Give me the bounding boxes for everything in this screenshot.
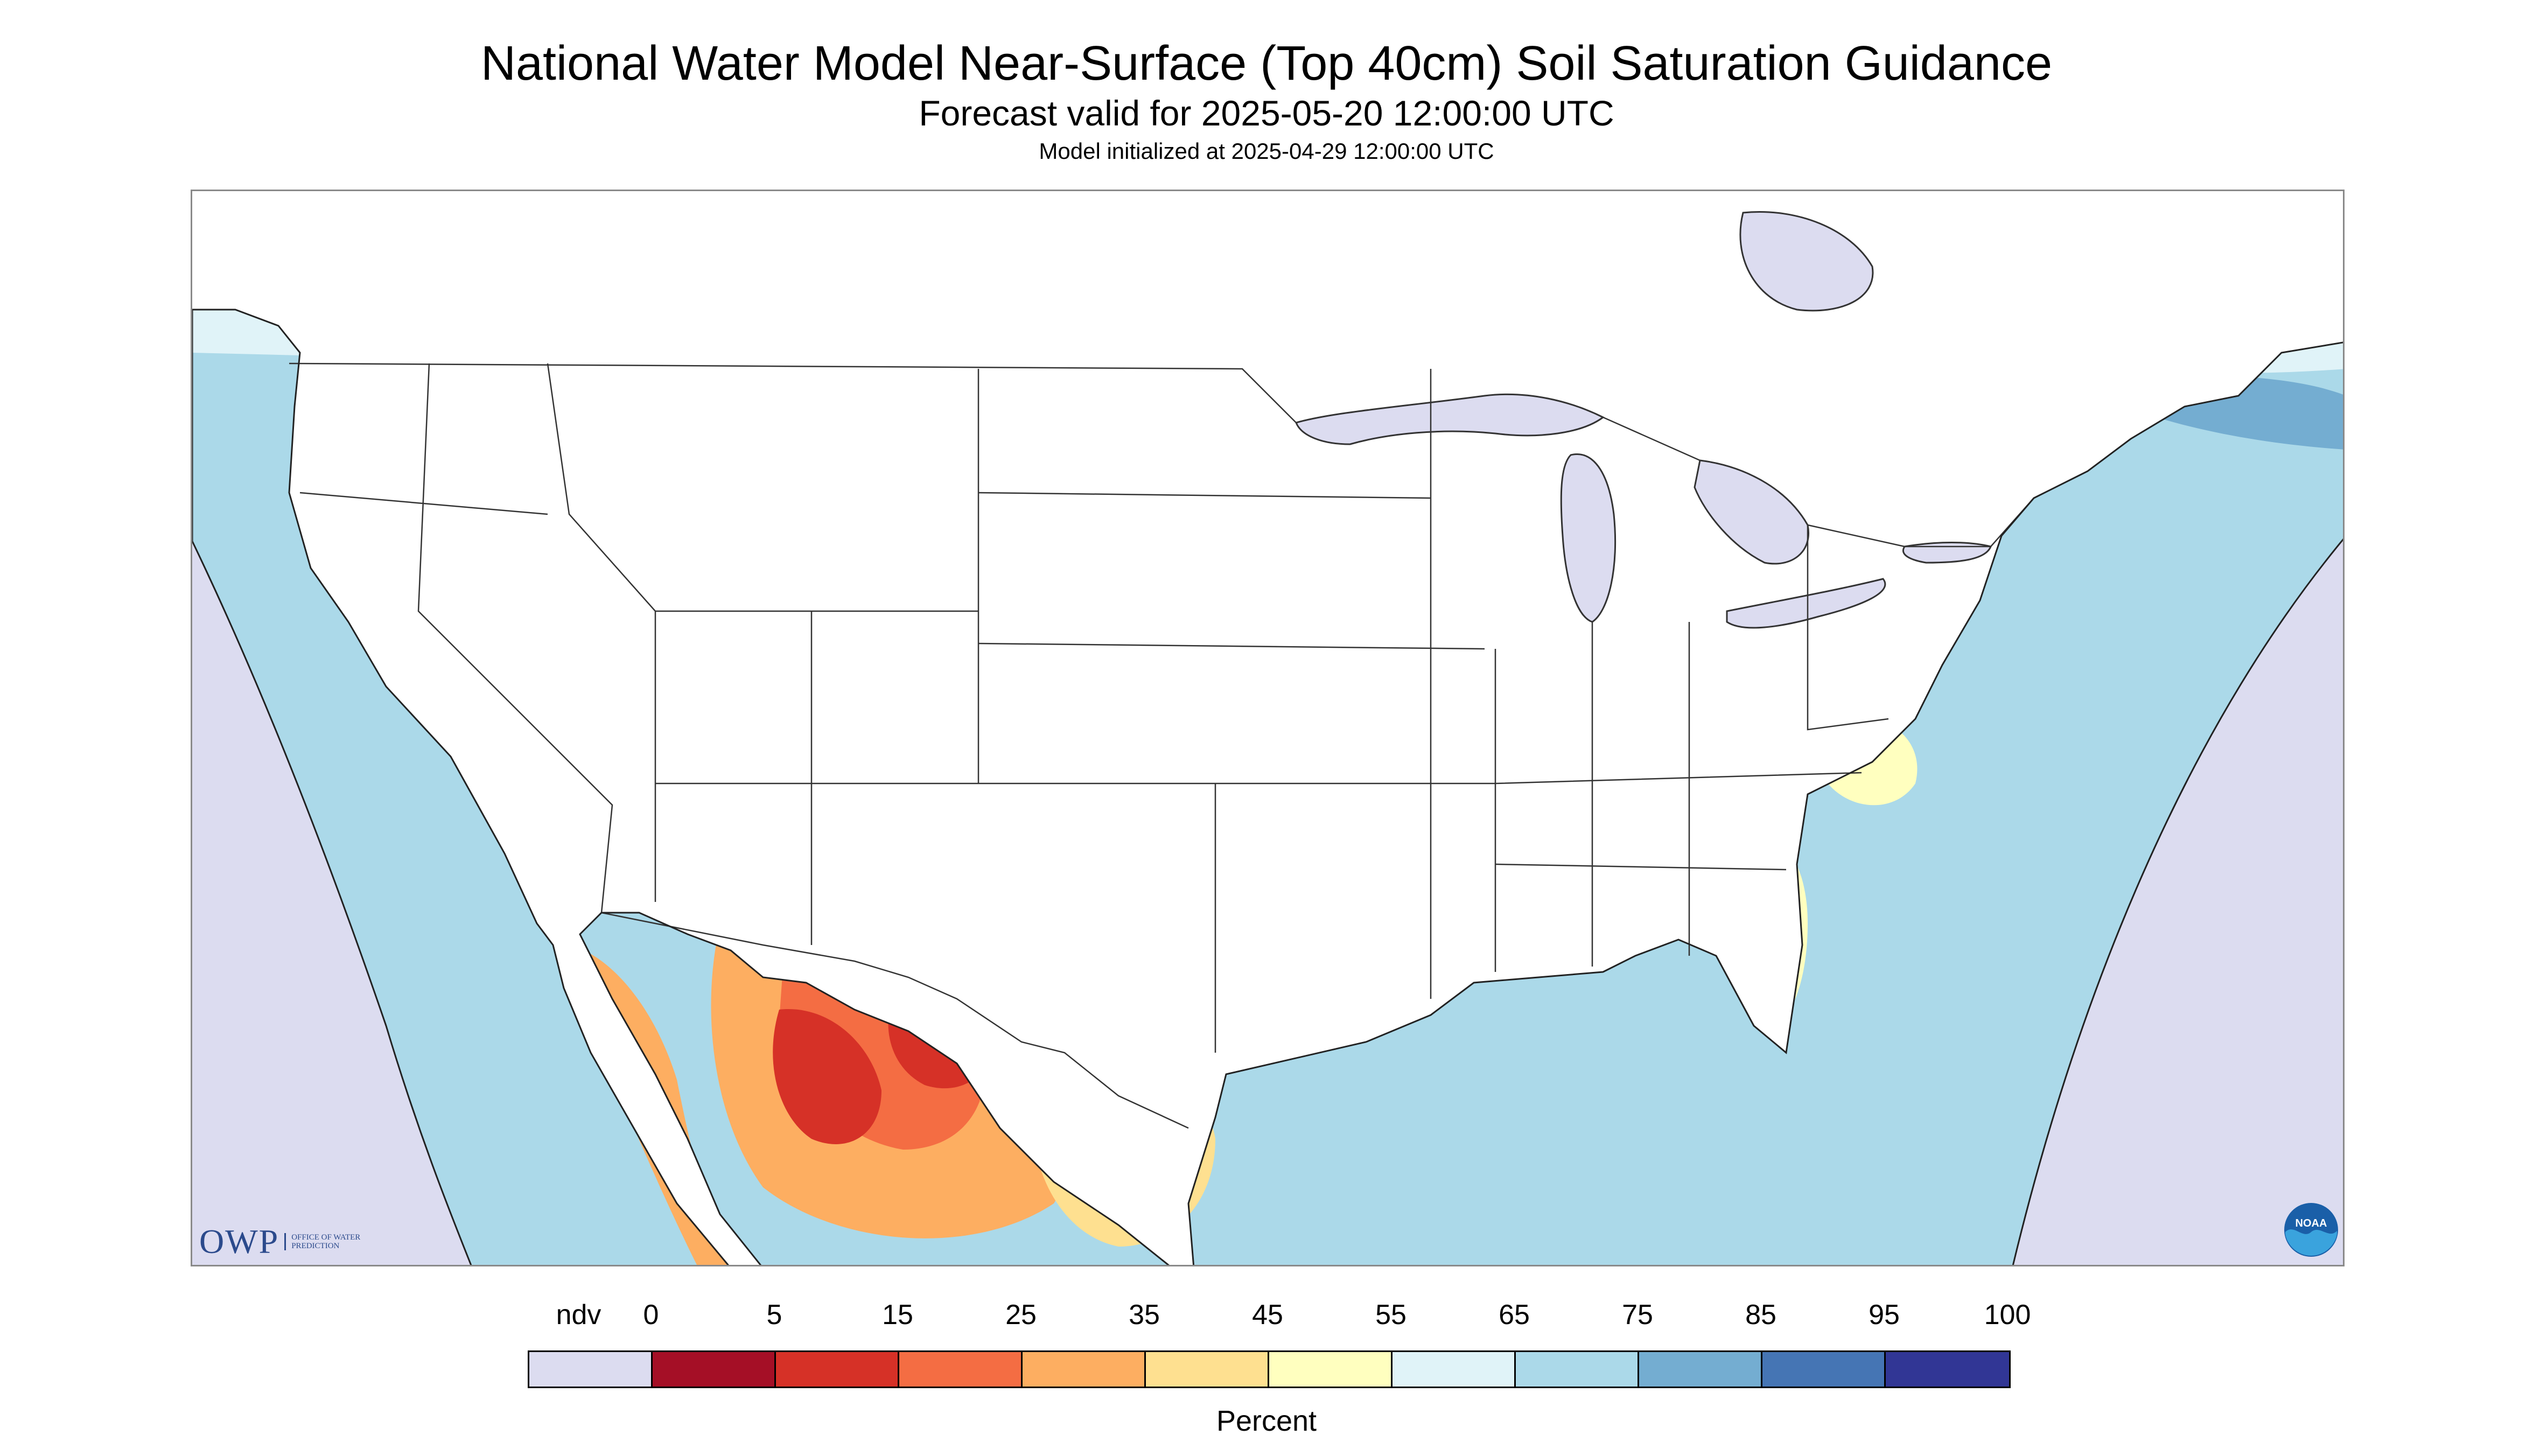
legend-tick-label: 55 [1375, 1299, 1407, 1331]
state-boundaries [289, 362, 2088, 1129]
appalachian [1807, 525, 1889, 731]
legend-tick-label: 85 [1745, 1299, 1776, 1331]
coastline [192, 309, 2343, 1265]
forecast-valid-time: Forecast valid for 2025-05-20 12:00:00 U… [919, 93, 1614, 133]
legend-swatch [899, 1352, 1023, 1387]
lake-huron [1694, 459, 1809, 565]
legend-swatch [1393, 1352, 1516, 1387]
no-data-east [2013, 540, 2343, 1265]
legend-tick-label: 15 [882, 1299, 913, 1331]
legend-tick-label: 45 [1252, 1299, 1283, 1331]
lake-nipigon-area [1739, 211, 1874, 312]
legend-swatch [1023, 1352, 1146, 1387]
texas-oklahoma [1214, 782, 1495, 1053]
map-canvas [192, 191, 2343, 1265]
tennessee-georgia [1495, 772, 1862, 871]
southeast-lines [1591, 622, 1690, 967]
legend-tick-label: 95 [1869, 1299, 1900, 1331]
owp-logo: OWP OFFICE OF WATER PREDICTION [199, 1222, 372, 1261]
oregon-border [299, 492, 548, 515]
legend-swatch [1269, 1352, 1393, 1387]
legend-tick-label: 5 [766, 1299, 782, 1331]
legend-tick-label: 100 [1984, 1299, 2031, 1331]
legend-swatch [1146, 1352, 1269, 1387]
legend-swatch [653, 1352, 776, 1387]
model-init-time: Model initialized at 2025-04-29 12:00:00… [1039, 138, 1494, 164]
no-data-west [192, 536, 471, 1265]
lake-superior [1295, 393, 1605, 445]
us-mexico-border [601, 912, 1189, 1129]
dakotas-nebraska [978, 492, 1485, 650]
legend-colorbar [528, 1350, 2011, 1388]
legend-swatch [529, 1352, 653, 1387]
lake-michigan [1560, 453, 1617, 623]
legend-swatch [1516, 1352, 1639, 1387]
legend-tick-label: 35 [1129, 1299, 1160, 1331]
lake-ontario [1902, 542, 1992, 564]
legend-swatch [1886, 1352, 2009, 1387]
color-legend: ndv 0 5 15 25 35 45 55 65 75 85 95 100 Percent [0, 1299, 2533, 1439]
sonora-driest [773, 1009, 881, 1144]
lake-erie [1726, 578, 1886, 629]
legend-swatch [1639, 1352, 1762, 1387]
legend-tick-label: 75 [1622, 1299, 1653, 1331]
legend-tick-label: 65 [1499, 1299, 1530, 1331]
legend-tick-label: 0 [643, 1299, 659, 1331]
legend-swatch [776, 1352, 899, 1387]
legend-units: Percent [1216, 1405, 1317, 1437]
owp-logo-subtext: OFFICE OF WATER PREDICTION [284, 1233, 372, 1250]
legend-tick-label: ndv [556, 1299, 601, 1331]
us-canada-border [289, 362, 1297, 423]
idaho-nevada-az [547, 363, 656, 902]
noaa-logo: NOAA [2284, 1203, 2338, 1257]
noaa-logo-text: NOAA [2296, 1217, 2327, 1229]
legend-swatch [1762, 1352, 1886, 1387]
california-nevada [417, 363, 613, 913]
map-title: National Water Model Near-Surface (Top 4… [480, 37, 2052, 90]
noaa-logo-wave [2285, 1229, 2337, 1256]
legend-tick-label: 25 [1005, 1299, 1037, 1331]
owp-logo-text: OWP [199, 1222, 279, 1261]
soil-saturation-map [191, 190, 2345, 1266]
